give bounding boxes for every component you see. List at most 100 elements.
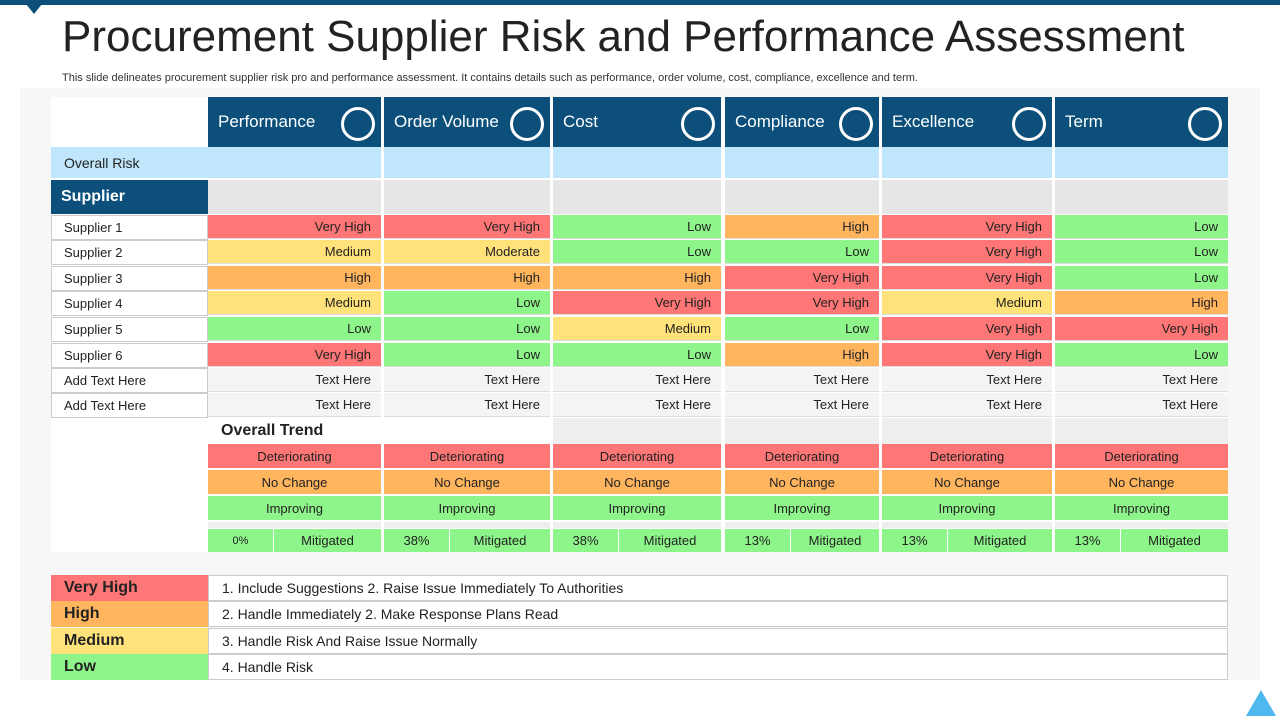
trend-cell: Improving — [208, 496, 381, 520]
row-label: Add Text Here — [51, 368, 208, 393]
column-icon — [1188, 107, 1222, 141]
row-label: Supplier 3 — [51, 266, 208, 291]
section-label: Overall Trend — [221, 422, 324, 439]
risk-cell: Low — [1055, 215, 1228, 239]
risk-cell: Low — [725, 240, 879, 264]
risk-cell: Text Here — [1055, 393, 1228, 417]
risk-cell: Very High — [384, 215, 550, 239]
risk-cell: Medium — [208, 240, 381, 264]
risk-cell — [882, 147, 1052, 178]
column-icon — [681, 107, 715, 141]
risk-cell: Text Here — [384, 393, 550, 417]
risk-cell: High — [384, 266, 550, 290]
title: Procurement Supplier Risk and Performanc… — [62, 12, 1185, 61]
risk-cell: Text Here — [725, 393, 879, 417]
legend-action: 2. Handle Immediately 2. Make Response P… — [208, 601, 1228, 628]
legend-action: 4. Handle Risk — [208, 653, 1228, 680]
blank-cell — [725, 522, 879, 528]
row-label: Supplier 4 — [51, 291, 208, 316]
mitigated-value: 38% — [553, 529, 619, 552]
risk-cell: Low — [553, 343, 721, 367]
row-label: Supplier 1 — [51, 215, 208, 240]
risk-cell: Text Here — [208, 393, 381, 417]
legend-action: 1. Include Suggestions 2. Raise Issue Im… — [208, 575, 1228, 601]
blank-cell — [882, 522, 1052, 528]
row-label: Overall Risk — [51, 147, 208, 178]
blank-cell — [1055, 180, 1228, 214]
trend-cell: Deteriorating — [725, 444, 879, 468]
row-label: Supplier 2 — [51, 240, 208, 265]
blank-cell — [553, 418, 721, 444]
risk-cell: Very High — [882, 317, 1052, 341]
trend-cell: Improving — [553, 496, 721, 520]
risk-cell: High — [553, 266, 721, 290]
trend-cell: No Change — [208, 470, 381, 494]
risk-cell: Very High — [208, 215, 381, 239]
risk-cell — [553, 147, 721, 178]
risk-cell: Medium — [553, 317, 721, 341]
blank-cell — [208, 180, 381, 214]
trend-cell: Deteriorating — [553, 444, 721, 468]
risk-cell: Low — [384, 291, 550, 315]
risk-cell: Very High — [208, 343, 381, 367]
risk-cell: Very High — [725, 291, 879, 315]
trend-cell: No Change — [882, 470, 1052, 494]
blank-cell — [725, 418, 879, 444]
blank-cell — [882, 418, 1052, 444]
row-label: Supplier 5 — [51, 317, 208, 342]
risk-cell: Text Here — [882, 393, 1052, 417]
risk-cell — [725, 147, 879, 178]
risk-cell: Low — [384, 343, 550, 367]
trend-cell: Improving — [384, 496, 550, 520]
row-label: Supplier 6 — [51, 343, 208, 368]
column-title: Excellence — [892, 112, 975, 131]
mitigated-value: 13% — [1055, 529, 1121, 552]
legend-level: Low — [51, 653, 208, 680]
risk-cell: Text Here — [1055, 368, 1228, 392]
trend-cell: Deteriorating — [1055, 444, 1228, 468]
mitigated-label: Mitigated — [948, 529, 1052, 552]
blank-cell — [1055, 522, 1228, 528]
row-label: Add Text Here — [51, 393, 208, 418]
risk-cell: Text Here — [553, 393, 721, 417]
risk-cell: High — [1055, 291, 1228, 315]
legend-level: High — [51, 601, 208, 628]
legend-level: Medium — [51, 627, 208, 654]
trend-cell: Deteriorating — [882, 444, 1052, 468]
mitigated-value: 38% — [384, 529, 450, 552]
mitigated-value: 0% — [208, 529, 274, 552]
blank-cell — [553, 522, 721, 528]
trend-cell: No Change — [1055, 470, 1228, 494]
risk-cell: Low — [553, 215, 721, 239]
trend-cell: Improving — [725, 496, 879, 520]
risk-cell: Text Here — [384, 368, 550, 392]
trend-cell: No Change — [384, 470, 550, 494]
risk-cell — [208, 147, 381, 178]
column-title: Term — [1065, 112, 1103, 131]
legend-level: Very High — [51, 575, 208, 601]
column-icon — [1012, 107, 1046, 141]
legend-action: 3. Handle Risk And Raise Issue Normally — [208, 627, 1228, 654]
mitigated-label: Mitigated — [450, 529, 550, 552]
risk-cell: Low — [384, 317, 550, 341]
risk-cell — [1055, 147, 1228, 178]
blank-cell — [553, 180, 721, 214]
risk-cell: Low — [1055, 343, 1228, 367]
column-title: Order Volume — [394, 112, 499, 131]
risk-cell: Medium — [208, 291, 381, 315]
risk-cell: Low — [1055, 266, 1228, 290]
blank-cell — [208, 522, 381, 528]
column-title: Performance — [218, 112, 316, 131]
trend-cell: No Change — [553, 470, 721, 494]
risk-cell: High — [208, 266, 381, 290]
trend-cell: Improving — [1055, 496, 1228, 520]
subtitle: This slide delineates procurement suppli… — [62, 72, 918, 84]
risk-cell: Very High — [1055, 317, 1228, 341]
blank-cell — [725, 180, 879, 214]
risk-cell: Low — [1055, 240, 1228, 264]
risk-cell: Low — [208, 317, 381, 341]
section-label: Supplier — [51, 180, 208, 214]
blank-cell — [1055, 418, 1228, 444]
risk-cell: Very High — [882, 240, 1052, 264]
